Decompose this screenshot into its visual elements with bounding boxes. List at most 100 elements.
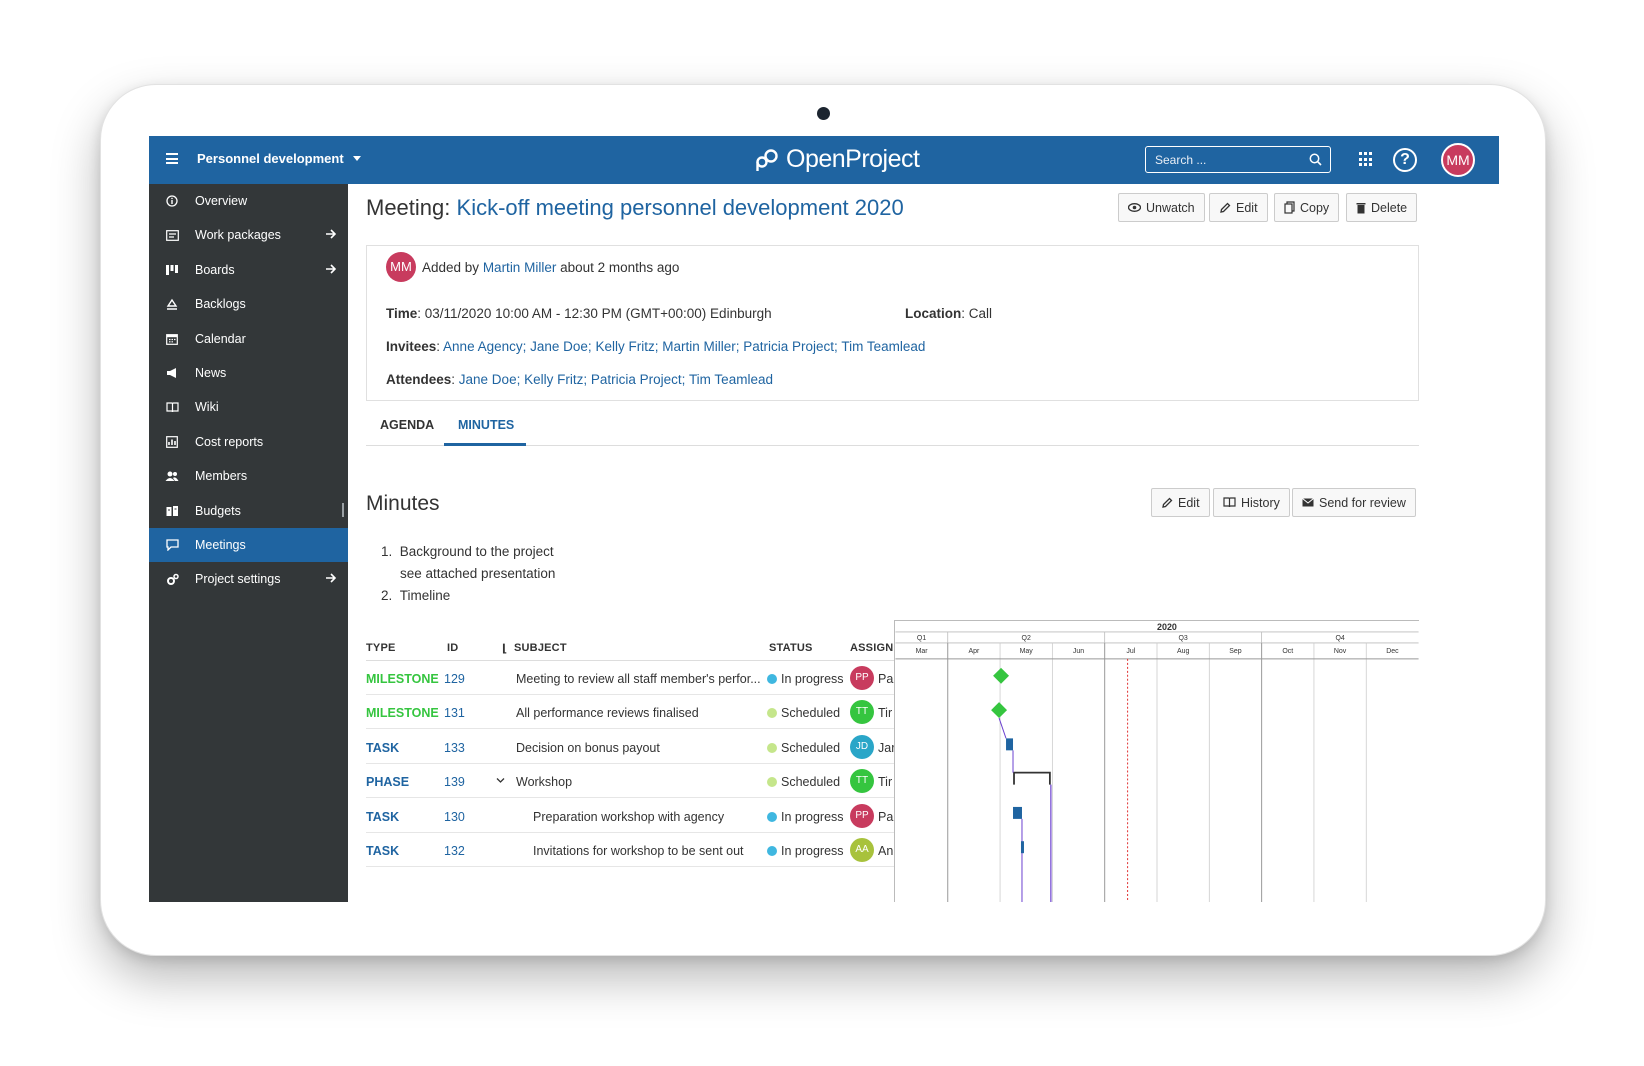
wp-id-link[interactable]: 129 bbox=[444, 672, 465, 686]
wp-subject[interactable]: Preparation workshop with agency bbox=[533, 809, 725, 824]
location-label: Location bbox=[905, 306, 962, 321]
tab-minutes[interactable]: MINUTES bbox=[458, 418, 515, 432]
wp-subject[interactable]: Workshop bbox=[516, 775, 573, 790]
assignee-name[interactable]: An bbox=[878, 844, 894, 858]
wp-status[interactable]: In progress bbox=[767, 810, 844, 824]
search-input[interactable]: Search ... bbox=[1145, 146, 1331, 173]
wp-status[interactable]: Scheduled bbox=[767, 775, 840, 789]
sidebar-resize-handle[interactable] bbox=[342, 503, 344, 517]
table-row[interactable]: PHASE 139 Workshop Scheduled TT Tir bbox=[366, 764, 894, 799]
wp-id-link[interactable]: 130 bbox=[444, 809, 465, 824]
backlogs-icon bbox=[165, 297, 179, 311]
wp-type: MILESTONE bbox=[366, 672, 439, 686]
table-row[interactable]: TASK 132 Invitations for workshop to be se… bbox=[366, 833, 894, 867]
invitee-link[interactable]: Tim Teamlead bbox=[841, 339, 926, 354]
wp-id-link[interactable]: 133 bbox=[444, 740, 465, 755]
wp-status[interactable]: In progress bbox=[767, 672, 844, 686]
menu-icon[interactable] bbox=[166, 153, 178, 164]
wp-status[interactable]: Scheduled bbox=[767, 706, 840, 720]
search-icon[interactable] bbox=[1309, 153, 1322, 166]
calendar-icon bbox=[165, 332, 179, 346]
invitee-link[interactable]: Patricia Project; bbox=[743, 339, 838, 354]
wp-id-link[interactable]: 132 bbox=[444, 844, 465, 858]
sidebar-item-meetings[interactable]: Meetings bbox=[149, 528, 348, 562]
send-for-review-button[interactable]: Send for review bbox=[1292, 488, 1416, 517]
history-button[interactable]: History bbox=[1213, 488, 1290, 517]
assignee-avatar[interactable]: AA bbox=[850, 838, 874, 862]
wp-subject[interactable]: Invitations for workshop to be sent out bbox=[533, 844, 744, 858]
sidebar-item-news[interactable]: News bbox=[149, 356, 348, 390]
sidebar-item-members[interactable]: Members bbox=[149, 459, 348, 493]
column-type[interactable]: TYPE bbox=[366, 642, 396, 654]
sidebar-item-calendar[interactable]: Calendar bbox=[149, 322, 348, 356]
tab-agenda[interactable]: AGENDA bbox=[380, 418, 435, 432]
minutes-edit-button[interactable]: Edit bbox=[1151, 488, 1210, 517]
wp-subject[interactable]: All performance reviews finalised bbox=[516, 706, 699, 721]
delete-meeting-button[interactable]: Delete bbox=[1346, 193, 1418, 222]
sidebar-item-wiki[interactable]: Wiki bbox=[149, 390, 348, 424]
column-id[interactable]: ID bbox=[447, 642, 459, 654]
author-avatar[interactable]: MM bbox=[386, 252, 416, 282]
sidebar-item-boards[interactable]: Boards bbox=[149, 253, 348, 287]
edit-meeting-button[interactable]: Edit bbox=[1209, 193, 1268, 222]
assignee-avatar[interactable]: TT bbox=[850, 700, 874, 725]
table-row[interactable]: MILESTONE 129 Meeting to review all staff … bbox=[366, 661, 894, 695]
attendee-link[interactable]: Jane Doe; bbox=[458, 372, 521, 387]
gantt-chart[interactable]: 2020 Q1 Q2 Q3 Q4 Mar Apr May Jun Jul Aug Sep Oct Nov D… bbox=[894, 620, 1419, 902]
hierarchy-icon[interactable]: ⌊ bbox=[502, 643, 508, 655]
table-row[interactable]: MILESTONE 131 All performance reviews fina… bbox=[366, 695, 894, 730]
wp-subject[interactable]: Decision on bonus payout bbox=[516, 740, 660, 755]
sidebar-item-backlogs[interactable]: Backlogs bbox=[149, 287, 348, 321]
arrow-right-icon[interactable] bbox=[325, 228, 337, 243]
sidebar-item-work-packages[interactable]: Work packages bbox=[149, 218, 348, 252]
assignee-avatar[interactable]: TT bbox=[850, 769, 874, 794]
unwatch-button[interactable]: Unwatch bbox=[1118, 193, 1205, 222]
search-placeholder: Search ... bbox=[1155, 153, 1207, 167]
project-sidebar: Overview Work packages Boards Backlogs Calen… bbox=[149, 184, 348, 902]
column-assignee[interactable]: ASSIGNEE bbox=[850, 642, 894, 654]
copy-meeting-button[interactable]: Copy bbox=[1274, 193, 1340, 222]
project-selector[interactable]: Personnel development bbox=[197, 151, 361, 166]
wp-id-link[interactable]: 139 bbox=[444, 775, 465, 790]
attendee-link[interactable]: Patricia Project; bbox=[590, 372, 686, 387]
wp-status[interactable]: In progress bbox=[767, 844, 844, 858]
author-link[interactable]: Martin Miller bbox=[482, 260, 557, 275]
arrow-right-icon[interactable] bbox=[325, 263, 337, 278]
assignee-name[interactable]: Pa bbox=[878, 809, 894, 824]
invitee-link[interactable]: Jane Doe; bbox=[530, 339, 592, 354]
sidebar-item-overview[interactable]: Overview bbox=[149, 184, 348, 218]
wp-subject[interactable]: Meeting to review all staff member's per… bbox=[516, 672, 761, 686]
attendee-link[interactable]: Tim Teamlead bbox=[688, 372, 773, 387]
help-icon[interactable]: ? bbox=[1393, 148, 1417, 172]
assignee-avatar[interactable]: PP bbox=[850, 803, 874, 828]
invitee-link[interactable]: Kelly Fritz; bbox=[595, 339, 659, 354]
column-status[interactable]: STATUS bbox=[769, 642, 813, 654]
user-avatar[interactable]: MM bbox=[1441, 143, 1475, 177]
assignee-name[interactable]: Tir bbox=[878, 706, 893, 721]
attendee-link[interactable]: Kelly Fritz; bbox=[524, 372, 588, 387]
meetings-icon bbox=[165, 538, 179, 552]
sidebar-item-budgets[interactable]: Budgets bbox=[149, 494, 348, 528]
assignee-name[interactable]: Tir bbox=[878, 775, 893, 790]
sidebar-item-label: Boards bbox=[195, 262, 235, 277]
assignee-name[interactable]: Pa bbox=[878, 672, 894, 686]
column-subject[interactable]: SUBJECT bbox=[514, 642, 567, 654]
collapse-chevron-icon[interactable] bbox=[496, 774, 505, 788]
wp-status[interactable]: Scheduled bbox=[767, 741, 840, 755]
invitee-link[interactable]: Martin Miller; bbox=[662, 339, 740, 354]
minutes-item-number: 2. bbox=[381, 588, 393, 603]
arrow-right-icon[interactable] bbox=[325, 572, 337, 587]
invitee-link[interactable]: Anne Agency; bbox=[443, 339, 527, 354]
assignee-avatar[interactable]: PP bbox=[850, 666, 874, 690]
assignee-name[interactable]: Jar bbox=[878, 740, 894, 755]
modules-grid-icon[interactable] bbox=[1359, 152, 1374, 167]
sidebar-item-cost-reports[interactable]: Cost reports bbox=[149, 425, 348, 459]
sidebar-item-project-settings[interactable]: Project settings bbox=[149, 562, 348, 596]
gantt-bar-132 bbox=[1020, 841, 1024, 854]
wp-id-link[interactable]: 131 bbox=[444, 706, 465, 721]
table-row[interactable]: TASK 133 Decision on bonus payout Scheduled… bbox=[366, 730, 894, 764]
meeting-title-link[interactable]: Kick-off meeting personnel development 2… bbox=[456, 195, 904, 220]
table-row[interactable]: TASK 130 Preparation workshop with agency I… bbox=[366, 799, 894, 833]
assignee-avatar[interactable]: JD bbox=[850, 734, 874, 759]
openproject-logo[interactable]: OpenProject bbox=[754, 145, 920, 174]
